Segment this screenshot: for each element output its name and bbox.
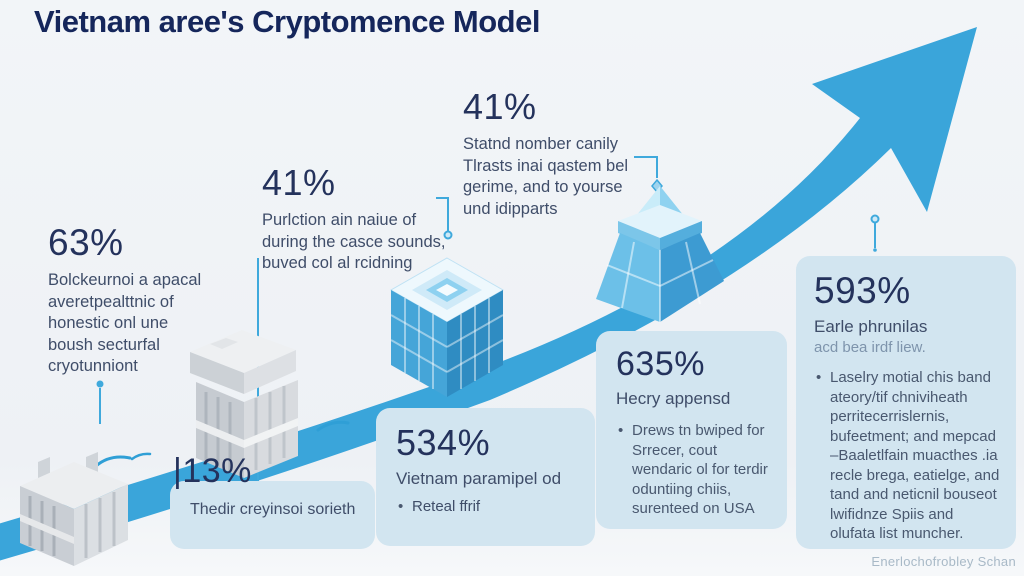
stat-line: during the casce sounds,	[262, 232, 446, 251]
stat-line: Purlction ain naiue of	[262, 211, 417, 229]
blockchain-cube-icon	[389, 257, 505, 397]
stat-bullet: Drews tn bwiped for Srrecer, cout wendar…	[616, 421, 775, 519]
stat-card-635: 635% Hecry appensd Drews tn bwiped for S…	[596, 331, 787, 529]
building-small-icon	[20, 452, 128, 566]
stat-line: Tlrasts inai qastem bel	[463, 156, 629, 175]
pyramid-icon	[596, 186, 724, 322]
stat-card-13: Thedir creyinsoi sorieth	[170, 481, 375, 549]
stat-line: und idipparts	[463, 199, 558, 218]
stat-bullet: Laselry motial chis band ateory/tif chni…	[814, 368, 1002, 544]
stat-subtitle: Hecry appensd	[616, 389, 731, 408]
stat-block-41b: 41% Statnd nomber canily Tlrasts inai qa…	[463, 86, 673, 220]
connector-593-icon	[870, 214, 880, 252]
stat-line: Thedir creyinsoi sorieth	[190, 501, 356, 518]
stat-line: buved col al rcidning	[262, 254, 413, 272]
stat-block-63: 63% Bolckeurnoi a apacal averetpealttnic…	[48, 222, 248, 378]
stat-line: Bolckeurnoi a apacal	[48, 271, 202, 289]
page-title: Vietnam aree's Cryptomence Model	[34, 4, 540, 39]
stat-value: 635%	[616, 345, 705, 383]
stat-card-534: 534% Vietnam paramipel od Reteal ffrif	[376, 408, 595, 546]
stat-line: cryotunniont	[48, 357, 138, 375]
connector-cube-icon	[436, 197, 453, 240]
stat-subtitle: Vietnam paramipel od	[396, 469, 562, 488]
stat-line: Statnd nomber canily	[463, 135, 619, 153]
stat-subtitle: Earle phrunilas	[814, 317, 928, 336]
stat-value: 593%	[814, 270, 911, 311]
stat-line: boush secturfal	[48, 335, 160, 354]
building-large-icon	[190, 330, 298, 478]
stat-block-41a: 41% Purlction ain naiue of during the ca…	[262, 162, 472, 275]
stat-line: honestic onl une	[48, 314, 169, 332]
stat-bullet: Reteal ffrif	[396, 497, 579, 517]
stat-value: 41%	[463, 86, 537, 127]
connector-63-icon	[96, 380, 104, 424]
stat-value: 63%	[48, 222, 124, 263]
stat-line: gerime, and to yourse	[463, 178, 623, 196]
stat-value: |13%	[173, 452, 252, 490]
stat-note: acd bea irdf liew.	[814, 339, 926, 356]
footer-credit: Enerlochofrobley Schan	[871, 554, 1016, 569]
stat-block-13: |13%	[173, 452, 252, 491]
stat-value: 41%	[262, 162, 336, 203]
stat-line: averetpealttnic of	[48, 292, 174, 311]
stat-card-593: 593% Earle phrunilas acd bea irdf liew. …	[796, 256, 1016, 549]
stat-value: 534%	[396, 422, 491, 463]
